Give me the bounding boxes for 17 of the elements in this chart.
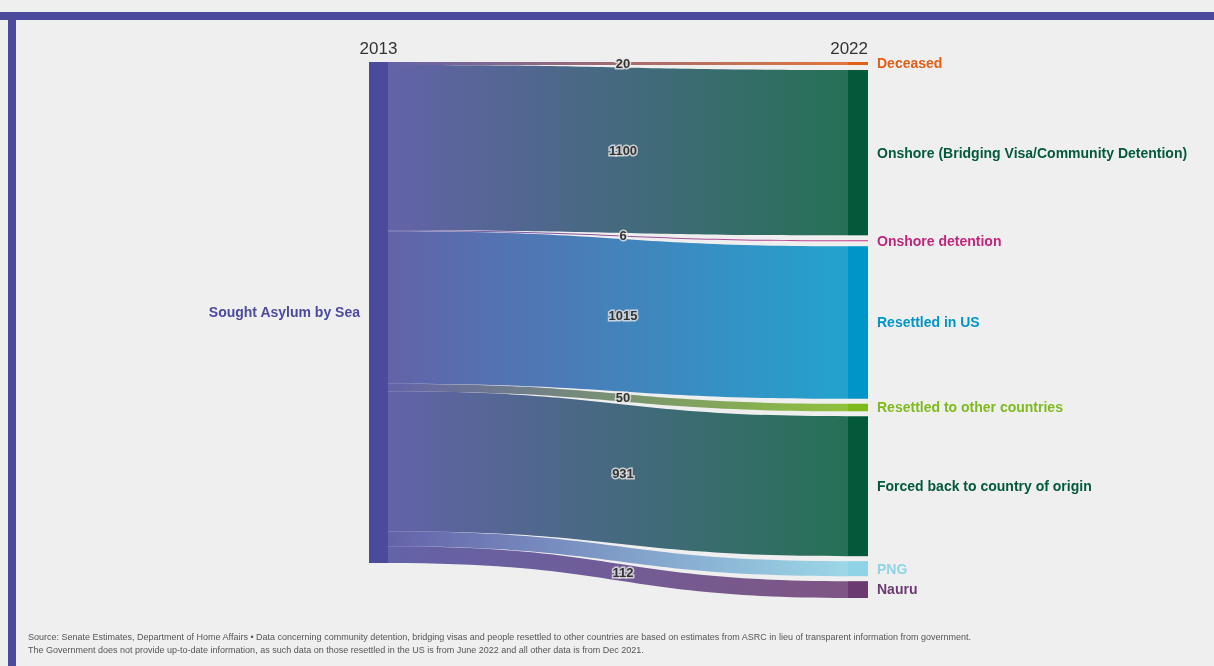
category-label: Onshore (Bridging Visa/Community Detention)	[877, 144, 1188, 161]
category-label: Resettled to other countries	[877, 399, 1064, 416]
text: 2022	[830, 39, 868, 58]
category-label: PNG	[877, 560, 908, 577]
source-note: Source: Senate Estimates, Department of Home Affairs • Data concerning community detention, bridging visas and people resettled to other countries are based on estimates from ASRC in lieu of transparent information from government.	[28, 632, 971, 642]
data-label: 112	[612, 564, 634, 580]
text: 2013	[359, 39, 398, 58]
data-label: 1015	[608, 307, 638, 323]
data-label: 931	[612, 466, 634, 482]
series-label: Sought Asylum by Sea	[208, 304, 361, 321]
data-label: 1100	[608, 142, 638, 158]
text: The Government does not provide up-to-date information, as such data on those resettled in the US is from June 2022 and all other data is from Dec 2021.	[28, 645, 644, 655]
category-label: Onshore detention	[877, 232, 1002, 249]
category-label: Nauru	[877, 581, 918, 598]
category-label: Forced back to country of origin	[877, 478, 1092, 495]
category-label: Deceased	[877, 55, 943, 72]
category-label: Resettled in US	[877, 314, 980, 331]
